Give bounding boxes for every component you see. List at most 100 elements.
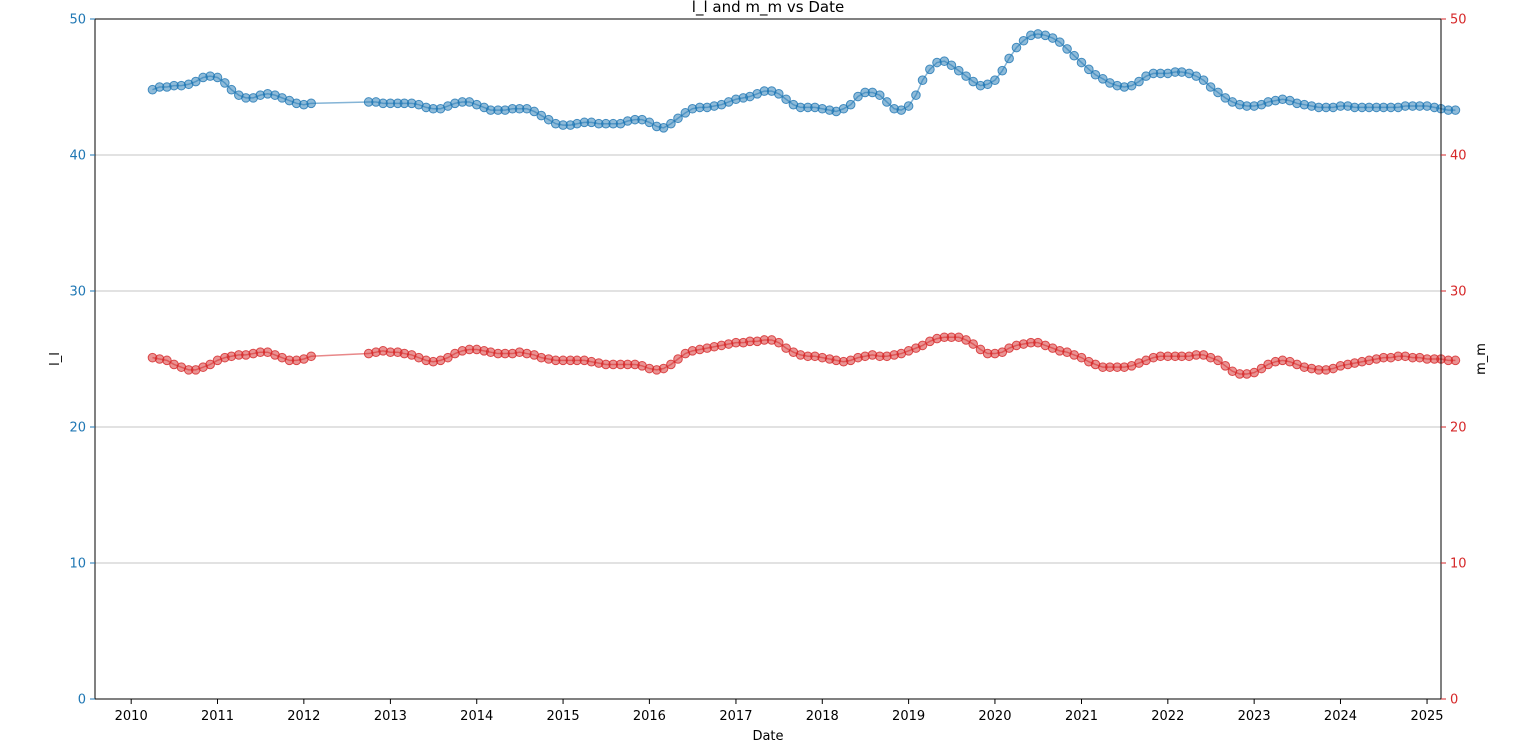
data-point (666, 118, 676, 129)
right-y-tick-label: 0 (1450, 693, 1458, 708)
data-point (1450, 105, 1461, 115)
data-point (1090, 69, 1101, 80)
data-point (961, 71, 971, 81)
x-tick-label: 2018 (806, 709, 839, 724)
x-tick-label: 2023 (1238, 709, 1271, 724)
data-point (205, 359, 215, 370)
x-tick-label: 2016 (633, 709, 666, 724)
x-axis-ticks: 2010 2011 2012 2013 2014 2015 2016 2017 2018 2019… (115, 699, 1444, 724)
data-point (939, 56, 950, 66)
data-point (773, 337, 784, 348)
data-point (968, 339, 978, 349)
left-y-axis-ticks: 0 10 20 30 40 50 (69, 13, 95, 708)
left-y-tick-label: 20 (69, 421, 86, 436)
data-point (1450, 355, 1461, 366)
data-point (306, 351, 316, 362)
plot-frame (94, 18, 1442, 700)
data-point (838, 103, 849, 114)
data-point (1011, 42, 1022, 53)
data-point (1054, 37, 1065, 47)
data-point (1069, 50, 1079, 61)
data-point (190, 76, 201, 87)
data-point (1198, 75, 1209, 85)
data-point (443, 352, 453, 363)
data-point (874, 90, 885, 100)
x-tick-label: 2010 (115, 709, 148, 724)
x-tick-label: 2024 (1324, 709, 1357, 724)
left-y-tick-label: 30 (69, 285, 86, 300)
data-point (975, 344, 986, 355)
right-y-tick-label: 50 (1450, 13, 1467, 28)
data-point (997, 65, 1008, 76)
right-y-tick-label: 10 (1450, 557, 1467, 572)
right-y-axis-label: m_m (1474, 343, 1489, 375)
data-point (1213, 355, 1223, 366)
data-point (1062, 44, 1072, 54)
data-point (946, 60, 957, 71)
x-tick-label: 2013 (374, 709, 407, 724)
data-point (882, 97, 892, 107)
data-point (666, 359, 676, 370)
data-point (968, 76, 978, 87)
data-point (781, 94, 791, 105)
data-point (953, 65, 964, 76)
x-tick-label: 2017 (719, 709, 752, 724)
data-point (990, 75, 1000, 85)
data-point (925, 64, 935, 75)
chart-title: l_l and m_m vs Date (692, 0, 844, 17)
right-axis-series (147, 332, 1461, 379)
data-point (658, 123, 669, 133)
x-tick-label: 2015 (547, 709, 580, 724)
data-point (212, 72, 223, 83)
data-point (1097, 74, 1108, 84)
left-y-tick-label: 40 (69, 149, 86, 164)
data-point (1018, 35, 1029, 46)
data-point (903, 101, 914, 111)
x-tick-label: 2014 (460, 709, 493, 724)
data-point (1220, 361, 1231, 371)
data-point (997, 347, 1008, 358)
data-point (220, 78, 230, 88)
data-point (680, 108, 691, 118)
right-y-tick-label: 20 (1450, 421, 1467, 436)
x-tick-label: 2011 (201, 709, 234, 724)
data-point (1220, 93, 1231, 103)
data-point (853, 91, 863, 102)
data-point (1076, 57, 1087, 68)
left-y-axis-label: l_l (48, 352, 63, 366)
left-axis-series (147, 29, 1461, 133)
data-point (658, 363, 669, 374)
data-point (1126, 80, 1137, 91)
x-tick-label: 2021 (1065, 709, 1098, 724)
data-point (917, 75, 928, 85)
data-point (773, 89, 784, 99)
data-point (1134, 76, 1144, 87)
series-layer (147, 29, 1461, 379)
data-point (673, 354, 683, 364)
x-tick-label: 2022 (1151, 709, 1184, 724)
data-point (1084, 64, 1094, 75)
right-y-tick-label: 30 (1450, 285, 1467, 300)
x-tick-label: 2020 (978, 709, 1011, 724)
left-y-tick-label: 50 (69, 13, 86, 28)
data-point (781, 343, 791, 353)
data-point (1191, 71, 1202, 81)
left-y-tick-label: 0 (78, 693, 86, 708)
data-point (911, 90, 921, 100)
x-tick-label: 2012 (287, 709, 320, 724)
data-point (673, 113, 683, 124)
data-point (1076, 352, 1087, 363)
left-y-tick-label: 10 (69, 557, 86, 572)
data-point (162, 355, 172, 366)
data-point (896, 105, 907, 115)
x-axis-label: Date (752, 729, 783, 744)
data-point (1004, 53, 1014, 64)
right-y-axis-ticks: 0 10 20 30 40 50 (1441, 13, 1467, 708)
data-point (536, 110, 547, 121)
x-tick-label: 2025 (1410, 709, 1443, 724)
data-point (982, 79, 993, 90)
data-point (845, 99, 856, 110)
data-point (226, 84, 237, 95)
data-point (961, 335, 971, 345)
